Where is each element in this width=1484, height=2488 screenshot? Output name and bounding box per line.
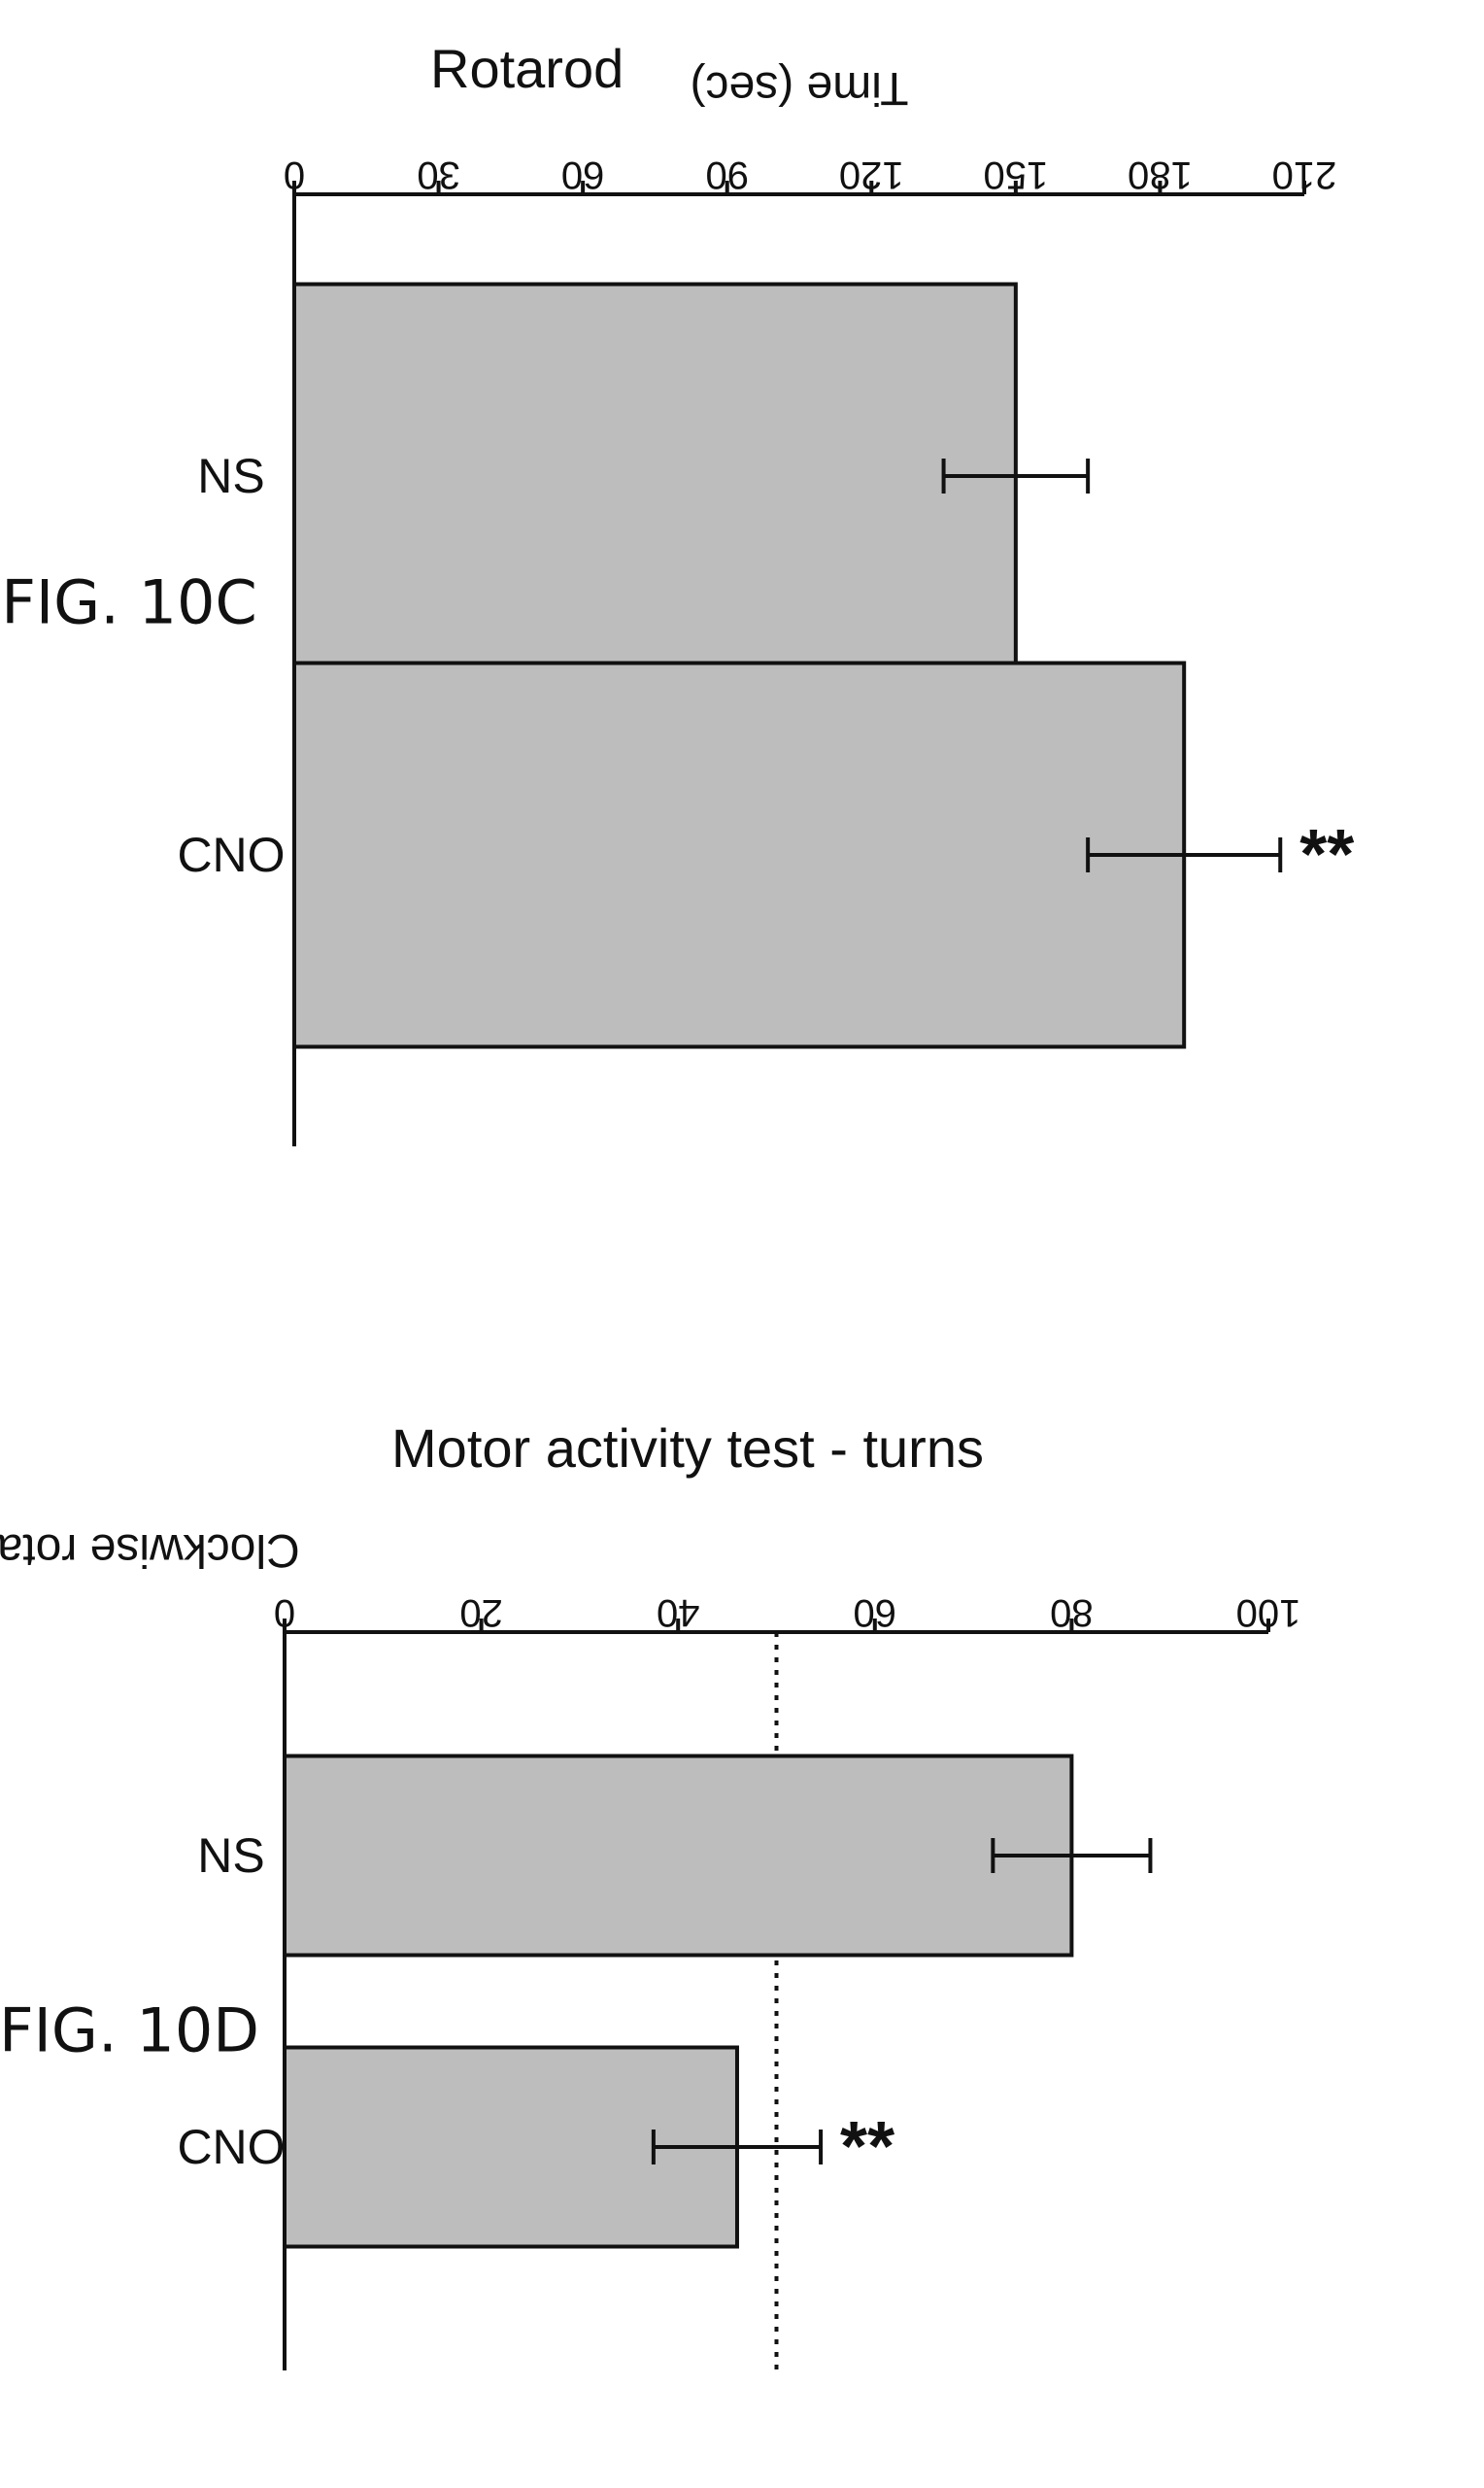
- rotarod-y-tick-label: 0: [284, 153, 305, 196]
- motor-activity-category-label: NS: [197, 1828, 264, 1883]
- rotarod-category-label: NS: [197, 449, 264, 503]
- motor-activity-y-tick-label: 100: [1236, 1591, 1301, 1634]
- rotarod-bar-cno: [292, 661, 1187, 1049]
- rotarod-y-tick-label: 90: [705, 153, 749, 196]
- motor-activity-figure-label: FIG. 10D: [0, 1995, 259, 2066]
- rotated-content: Rotarod 0 30 60 90 120 150 180 210 Time (sec) NS CN…: [0, 38, 1354, 2370]
- chart-rotarod: Rotarod 0 30 60 90 120 150 180 210 Time (sec) NS CN…: [1, 38, 1354, 1146]
- rotarod-y-tick-label: 120: [839, 153, 904, 196]
- rotarod-figure-label: FIG. 10C: [1, 567, 257, 638]
- rotarod-bar-ns: [292, 282, 1018, 670]
- rotarod-title: Rotarod: [430, 38, 624, 99]
- chart-motor-activity: Motor activity test - turns 0 20 40 60 80 100 C…: [0, 1417, 1300, 2370]
- motor-activity-bar-ns: [282, 1754, 1074, 1958]
- rotarod-y-tick-label: 60: [561, 153, 605, 196]
- rotarod-category-label: CNO: [177, 828, 285, 882]
- rotarod-significance-mark: **: [1299, 816, 1354, 894]
- rotarod-y-tick-label: 210: [1272, 153, 1337, 196]
- motor-activity-y-axis-label: Clockwise rotations (%): [0, 1524, 300, 1576]
- motor-activity-significance-mark: **: [840, 2108, 894, 2186]
- rotarod-y-axis-label: Time (sec): [691, 62, 909, 114]
- rotarod-y-tick-label: 150: [983, 153, 1048, 196]
- motor-activity-y-tick-label: 0: [274, 1591, 295, 1634]
- motor-activity-y-tick-label: 80: [1050, 1591, 1094, 1634]
- motor-activity-category-label: CNO: [177, 2120, 285, 2174]
- rotarod-y-tick-label: 180: [1128, 153, 1193, 196]
- motor-activity-y-tick-label: 20: [459, 1591, 503, 1634]
- motor-activity-title: Motor activity test - turns: [391, 1417, 984, 1479]
- rotarod-y-tick-label: 30: [417, 153, 460, 196]
- motor-activity-y-tick-label: 40: [657, 1591, 700, 1634]
- motor-activity-y-tick-label: 60: [854, 1591, 897, 1634]
